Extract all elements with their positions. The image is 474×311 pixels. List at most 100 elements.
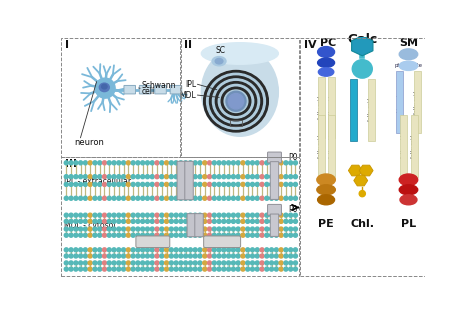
Circle shape xyxy=(212,182,216,186)
Circle shape xyxy=(121,175,126,179)
Circle shape xyxy=(102,175,107,179)
Circle shape xyxy=(217,254,221,258)
Circle shape xyxy=(231,233,236,237)
Ellipse shape xyxy=(318,58,335,67)
Circle shape xyxy=(131,267,135,271)
Circle shape xyxy=(289,248,292,252)
Circle shape xyxy=(222,267,226,271)
Circle shape xyxy=(160,196,164,200)
Circle shape xyxy=(174,219,178,223)
Circle shape xyxy=(150,161,154,165)
FancyBboxPatch shape xyxy=(170,86,182,94)
Circle shape xyxy=(274,175,278,179)
Circle shape xyxy=(217,267,221,271)
Circle shape xyxy=(169,213,173,217)
Circle shape xyxy=(141,196,145,200)
Circle shape xyxy=(198,175,202,179)
Circle shape xyxy=(260,213,264,217)
Circle shape xyxy=(289,182,292,186)
Circle shape xyxy=(160,267,164,271)
Bar xyxy=(414,71,421,133)
Circle shape xyxy=(284,261,288,265)
Circle shape xyxy=(279,196,283,200)
Circle shape xyxy=(64,219,68,223)
Circle shape xyxy=(64,233,68,237)
Circle shape xyxy=(93,261,97,265)
Circle shape xyxy=(279,161,283,165)
Circle shape xyxy=(227,196,231,200)
Circle shape xyxy=(164,219,169,223)
Circle shape xyxy=(121,248,126,252)
Circle shape xyxy=(160,248,164,252)
Circle shape xyxy=(183,227,188,231)
Circle shape xyxy=(231,261,236,265)
Circle shape xyxy=(169,227,173,231)
Circle shape xyxy=(112,175,116,179)
Circle shape xyxy=(169,261,173,265)
Text: Chl.: Chl. xyxy=(350,220,374,230)
Circle shape xyxy=(284,161,288,165)
Circle shape xyxy=(117,213,121,217)
Circle shape xyxy=(222,182,226,186)
Circle shape xyxy=(160,175,164,179)
FancyBboxPatch shape xyxy=(204,236,241,248)
Circle shape xyxy=(260,233,264,237)
Text: IPL - extracellular: IPL - extracellular xyxy=(64,177,131,186)
Circle shape xyxy=(265,261,269,265)
Circle shape xyxy=(250,161,255,165)
Circle shape xyxy=(93,219,97,223)
Circle shape xyxy=(127,254,130,258)
Circle shape xyxy=(136,182,140,186)
Circle shape xyxy=(236,227,240,231)
Ellipse shape xyxy=(219,84,254,118)
Circle shape xyxy=(88,248,92,252)
Circle shape xyxy=(227,175,231,179)
FancyBboxPatch shape xyxy=(185,161,193,200)
Circle shape xyxy=(270,196,273,200)
Circle shape xyxy=(136,196,140,200)
Circle shape xyxy=(141,233,145,237)
Circle shape xyxy=(274,196,278,200)
Circle shape xyxy=(174,261,178,265)
Circle shape xyxy=(188,175,192,179)
Circle shape xyxy=(174,196,178,200)
Text: choline: choline xyxy=(399,52,418,57)
Circle shape xyxy=(250,248,255,252)
Circle shape xyxy=(198,227,202,231)
Text: A: A xyxy=(232,96,240,106)
Circle shape xyxy=(236,175,240,179)
Circle shape xyxy=(183,267,188,271)
Circle shape xyxy=(193,219,197,223)
Circle shape xyxy=(183,213,188,217)
Bar xyxy=(396,71,403,133)
Circle shape xyxy=(69,175,73,179)
Circle shape xyxy=(127,213,130,217)
Circle shape xyxy=(102,227,107,231)
Circle shape xyxy=(188,254,192,258)
Circle shape xyxy=(141,182,145,186)
Circle shape xyxy=(179,161,183,165)
Circle shape xyxy=(169,267,173,271)
Circle shape xyxy=(208,248,211,252)
Circle shape xyxy=(183,233,188,237)
Circle shape xyxy=(274,261,278,265)
Circle shape xyxy=(246,213,250,217)
Circle shape xyxy=(179,175,183,179)
Circle shape xyxy=(117,196,121,200)
Circle shape xyxy=(169,196,173,200)
Circle shape xyxy=(83,261,87,265)
Circle shape xyxy=(270,182,273,186)
Text: alcohol: alcohol xyxy=(400,197,417,202)
Circle shape xyxy=(231,175,236,179)
Text: MDL: MDL xyxy=(179,91,196,100)
Circle shape xyxy=(236,219,240,223)
Circle shape xyxy=(208,227,211,231)
Circle shape xyxy=(246,219,250,223)
Circle shape xyxy=(121,227,126,231)
Circle shape xyxy=(198,233,202,237)
Circle shape xyxy=(227,182,231,186)
Circle shape xyxy=(83,254,87,258)
Circle shape xyxy=(150,254,154,258)
Circle shape xyxy=(236,267,240,271)
Circle shape xyxy=(121,196,126,200)
